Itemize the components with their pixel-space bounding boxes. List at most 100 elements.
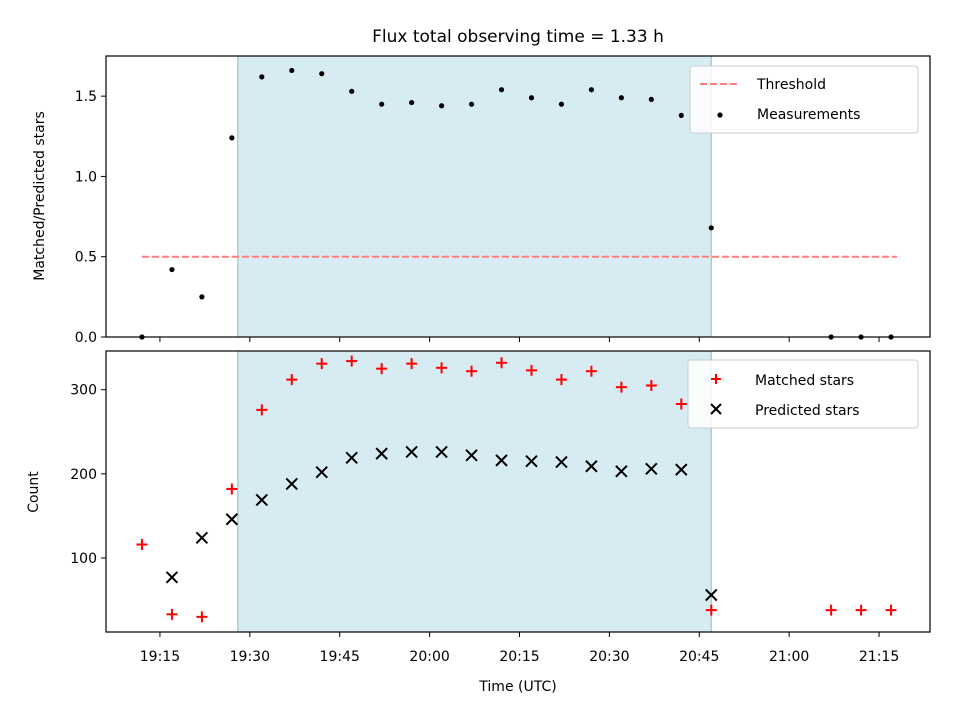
matched-legend-swatch — [711, 374, 721, 384]
matched-point — [346, 355, 358, 367]
matched-point — [645, 379, 657, 391]
matched-point — [675, 398, 687, 410]
x-tick-label: 21:00 — [769, 649, 809, 665]
measurements-legend-swatch — [717, 112, 723, 118]
x-tick-label: 20:00 — [409, 649, 449, 665]
x-tick-label: 19:15 — [140, 649, 180, 665]
predicted-point — [555, 455, 568, 469]
count-axes-frame — [105, 350, 931, 633]
matched-point — [825, 604, 837, 616]
count-legend: Matched stars Predicted stars — [687, 359, 919, 429]
measurement-point — [229, 135, 235, 141]
predicted-point — [345, 451, 358, 465]
predicted-point — [315, 465, 328, 479]
matched-point — [376, 363, 388, 375]
matched-point — [496, 357, 508, 369]
measurement-point — [708, 225, 714, 231]
measurement-point — [558, 101, 565, 107]
ratio-y-ticks: 0.0 0.5 1.0 1.5 — [75, 89, 106, 346]
threshold-legend-label: Threshold — [756, 77, 826, 93]
observing-span-bottom — [237, 350, 712, 633]
ratio-axes-frame — [105, 55, 931, 338]
measurement-point — [618, 95, 624, 101]
count-y-ticks: 100 200 300 — [70, 383, 106, 567]
matched-point — [286, 374, 298, 386]
matched-point — [136, 539, 148, 551]
ratio-y-axis-label: Matched/Predicted stars — [32, 111, 48, 281]
predicted-point — [255, 493, 269, 507]
observing-span-top — [237, 55, 712, 338]
ratio-y-tick-label: 0.0 — [75, 330, 97, 346]
count-x-ticks: 19:15 19:30 19:45 20:00 20:15 20:30 20:45 21:00… — [140, 632, 899, 665]
predicted-point — [525, 455, 538, 468]
matched-point — [256, 404, 268, 416]
measurement-point — [379, 101, 385, 107]
measurement-point — [588, 87, 595, 93]
count-legend-box — [687, 359, 919, 429]
ratio-y-tick-label: 0.5 — [75, 250, 97, 266]
measurement-point — [438, 103, 445, 109]
ratio-panel: 0.0 0.5 1.0 1.5 Matched/Predicted stars Thr… — [32, 55, 931, 346]
matched-point — [166, 608, 178, 620]
predicted-point — [285, 477, 298, 491]
measurement-point — [678, 112, 684, 119]
matched-point — [466, 365, 478, 377]
matched-point — [316, 358, 328, 370]
x-tick-label: 19:45 — [320, 649, 360, 665]
count-marks — [136, 355, 897, 623]
matched-point — [555, 374, 567, 386]
ratio-y-tick-label: 1.0 — [75, 169, 97, 185]
count-panel: 100 200 300 19:15 19:30 19:45 20:00 20:15 20:30… — [26, 350, 931, 665]
matched-point — [226, 483, 238, 495]
measurement-point — [259, 74, 265, 80]
predicted-point — [495, 454, 508, 467]
ratio-legend-box — [689, 65, 919, 134]
predicted-point — [405, 445, 418, 459]
predicted-point — [615, 465, 628, 478]
measurement-point — [319, 71, 325, 77]
matched-point — [705, 604, 717, 616]
measurement-point — [169, 266, 175, 273]
measurement-point — [498, 87, 505, 93]
predicted-point — [465, 449, 478, 462]
predicted-point — [435, 445, 448, 459]
predicted-legend-label: Predicted stars — [755, 403, 860, 419]
matched-point — [615, 381, 627, 393]
x-tick-label: 20:15 — [499, 649, 539, 665]
ratio-y-tick-label: 1.5 — [75, 89, 97, 105]
measurement-point — [199, 294, 205, 300]
count-y-tick-label: 300 — [70, 383, 97, 399]
predicted-point — [645, 462, 658, 475]
ratio-x-ticks — [159, 337, 880, 342]
count-y-axis-label: Count — [26, 471, 42, 513]
x-tick-label: 20:45 — [679, 649, 719, 665]
predicted-legend-swatch — [710, 403, 722, 415]
predicted-point — [705, 588, 718, 602]
matched-legend-label: Matched stars — [755, 373, 854, 389]
predicted-point — [195, 531, 209, 544]
predicted-point — [585, 460, 598, 473]
predicted-point — [165, 571, 179, 584]
measurement-point — [648, 96, 654, 102]
ratio-legend: Threshold Measurements — [689, 65, 919, 134]
count-y-tick-label: 200 — [70, 467, 97, 483]
predicted-point — [675, 463, 688, 476]
ratio-marks — [139, 67, 898, 340]
predicted-point — [375, 447, 388, 460]
chart-title: Flux total observing time = 1.33 h — [372, 27, 664, 47]
matched-point — [436, 362, 448, 374]
matched-point — [406, 358, 418, 370]
measurement-point — [528, 95, 535, 101]
measurements-legend-label: Measurements — [757, 107, 860, 123]
x-axis-label: Time (UTC) — [478, 679, 556, 695]
matched-point — [855, 604, 867, 616]
matched-point — [196, 611, 208, 623]
measurement-point — [289, 67, 295, 74]
matched-point — [585, 365, 597, 377]
matched-point — [885, 604, 897, 616]
measurement-point — [468, 101, 475, 107]
measurement-point — [409, 99, 415, 106]
measurement-point — [349, 88, 355, 94]
x-tick-label: 19:30 — [230, 649, 270, 665]
x-tick-label: 20:30 — [589, 649, 629, 665]
